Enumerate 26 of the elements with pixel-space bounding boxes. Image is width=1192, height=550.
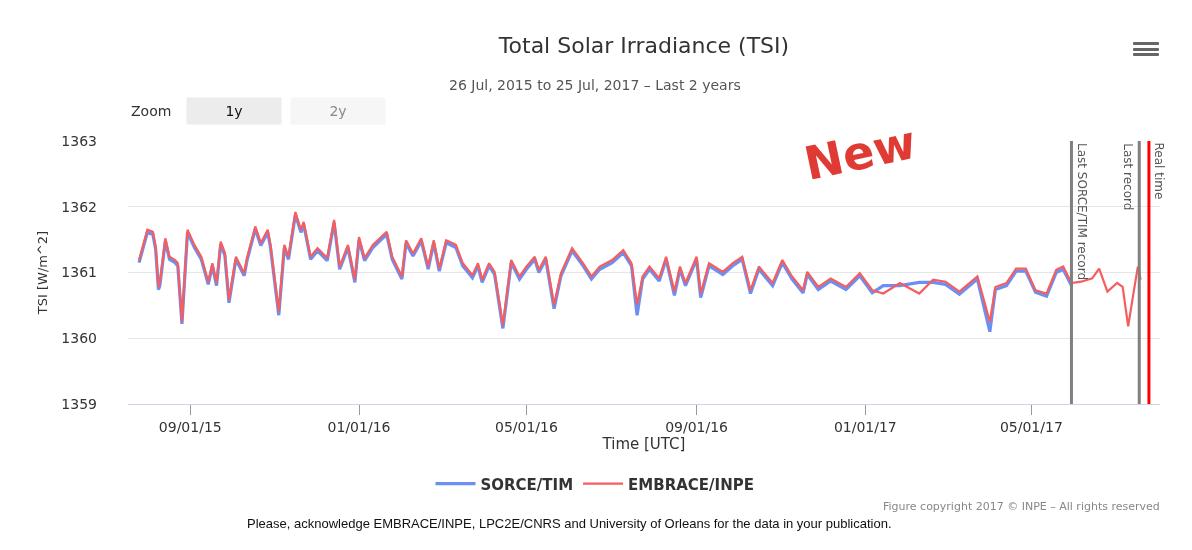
y-tick-label: 1362 [61, 198, 97, 215]
chart-subtitle: 26 Jul, 2015 to 25 Jul, 2017 – Last 2 years [449, 77, 741, 93]
y-axis-title: TSI [W/m^2] [35, 230, 51, 316]
y-tick-label: 1363 [61, 132, 97, 149]
chart-title: Total Solar Irradiance (TSI) [497, 32, 790, 58]
text: Figure copyright 2017 © INPE – All rights reserved [883, 500, 1160, 513]
y-tick-label: 1361 [61, 264, 97, 281]
ref-line-label: Real time [1152, 142, 1167, 200]
text: 1y [225, 103, 243, 119]
x-tick-label: 05/01/17 [999, 418, 1063, 435]
x-axis-title: Time [UTC] [601, 434, 686, 453]
text: Zoom [131, 103, 172, 119]
ref-line-label: Last record [1120, 143, 1135, 211]
ref-line-label: Last SORCE/TIM record [1074, 143, 1089, 281]
legend-label: SORCE/TIM [480, 475, 574, 494]
text: 2y [329, 103, 347, 119]
y-tick-label: 1360 [61, 330, 97, 347]
x-tick-label: 09/01/16 [665, 418, 729, 435]
text: Please, acknowledge EMBRACE/INPE, LPC2E/CNRS and University of Orleans for the data in your publication. [247, 516, 892, 531]
x-tick-label: 01/01/16 [327, 418, 391, 435]
legend-label: EMBRACE/INPE [628, 475, 754, 494]
annotation: New [799, 114, 921, 191]
x-tick-label: 05/01/16 [494, 418, 558, 435]
y-tick-label: 1359 [61, 395, 97, 412]
x-tick-label: 01/01/17 [833, 418, 897, 435]
x-tick-label: 09/01/15 [158, 418, 222, 435]
